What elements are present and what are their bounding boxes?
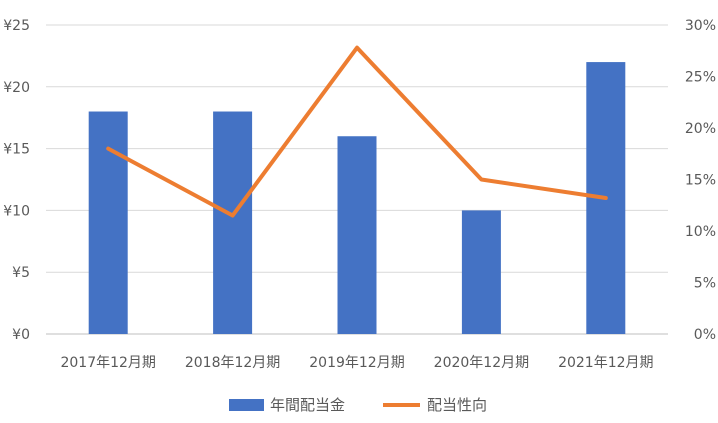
y-left-tick-label: ¥20 — [3, 80, 30, 96]
x-tick-label: 2018年12月期 — [185, 355, 280, 371]
x-tick-label: 2019年12月期 — [309, 355, 404, 371]
legend-label-bar: 年間配当金 — [270, 396, 345, 414]
bar — [461, 210, 501, 334]
x-axis: 2017年12月期 2018年12月期 2019年12月期 2020年12月期 2021… — [60, 355, 653, 371]
line-series — [106, 45, 608, 218]
bar — [213, 111, 253, 335]
y-right-tick-label: 15% — [685, 173, 716, 189]
y-right-tick-label: 10% — [685, 224, 716, 240]
legend-swatch-bar — [229, 399, 264, 411]
y-right-tick-label: 25% — [685, 70, 716, 86]
y-right-tick-label: 5% — [694, 276, 716, 292]
x-tick-label: 2020年12月期 — [434, 355, 529, 371]
y-axis-right: 0% 5% 10% 15% 20% 25% 30% — [685, 18, 716, 343]
y-right-tick-label: 0% — [694, 327, 716, 343]
x-tick-label: 2017年12月期 — [60, 355, 155, 371]
y-right-tick-label: 30% — [685, 18, 716, 34]
y-left-tick-label: ¥15 — [3, 142, 30, 158]
y-left-tick-label: ¥25 — [3, 18, 30, 34]
legend-label-line: 配当性向 — [427, 396, 487, 414]
y-left-tick-label: ¥10 — [3, 203, 30, 219]
bar — [88, 111, 128, 335]
y-left-tick-label: ¥5 — [12, 265, 30, 281]
y-left-tick-label: ¥0 — [12, 327, 30, 343]
x-tick-label: 2021年12月期 — [558, 355, 653, 371]
bar — [337, 136, 377, 334]
bar-series — [88, 62, 626, 335]
y-right-tick-label: 20% — [685, 121, 716, 137]
y-axis-left: ¥0 ¥5 ¥10 ¥15 ¥20 ¥25 — [3, 18, 30, 343]
legend: 年間配当金 配当性向 — [229, 396, 487, 414]
